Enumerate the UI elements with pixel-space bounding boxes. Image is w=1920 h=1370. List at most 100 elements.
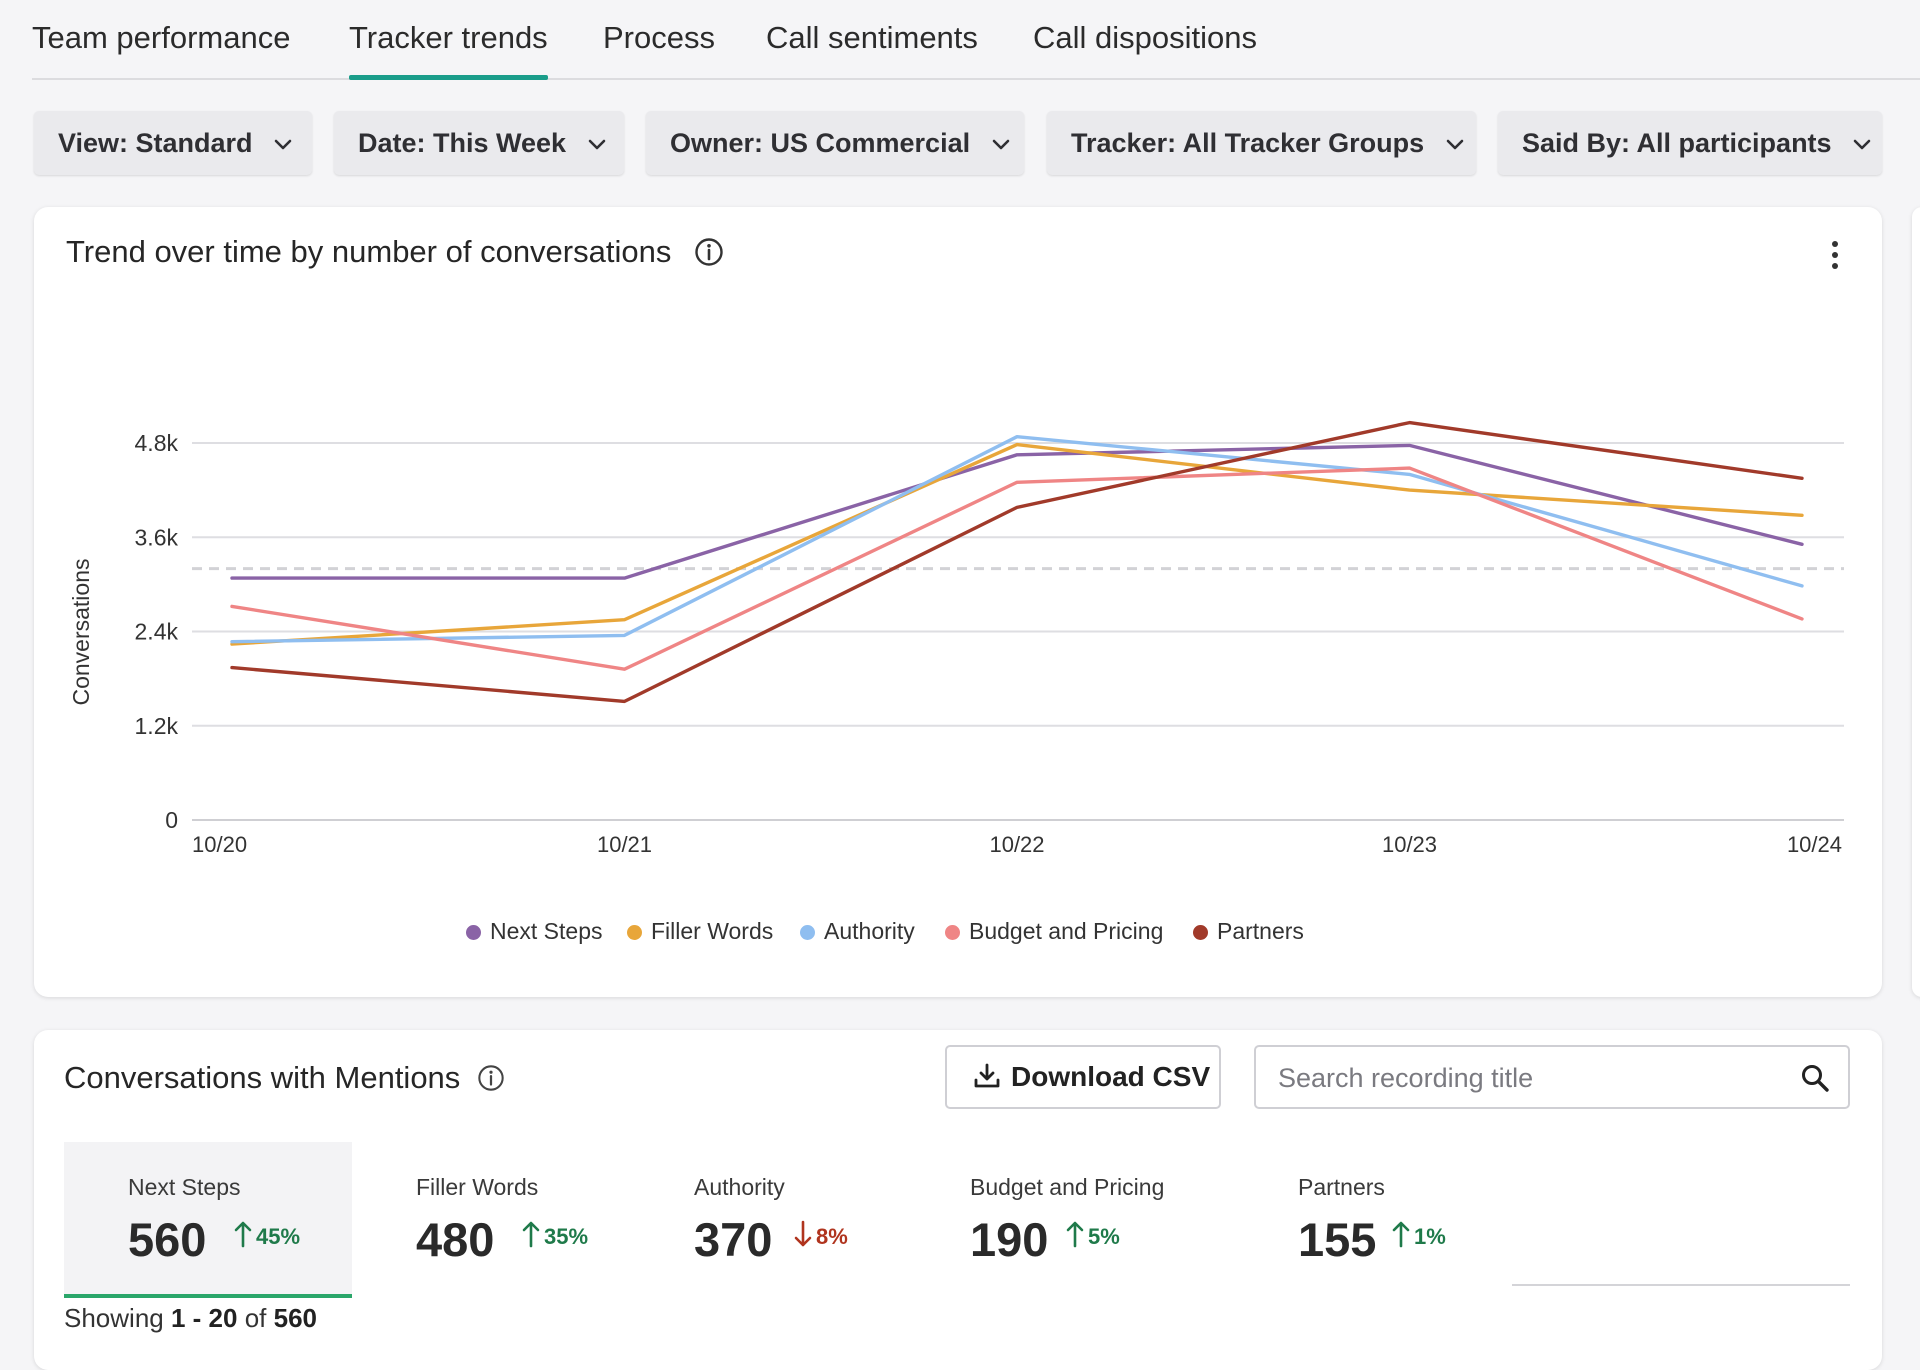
- metric-change: 8%: [794, 1220, 848, 1250]
- tab-call-dispositions[interactable]: Call dispositions: [1033, 20, 1257, 55]
- said-by-filter-label: Said By: All participants: [1522, 128, 1832, 158]
- legend-label: Next Steps: [490, 918, 603, 944]
- x-tick-label: 10/23: [1382, 832, 1437, 857]
- said-by-filter-dropdown[interactable]: Said By: All participants: [1498, 111, 1882, 175]
- legend-item-partners[interactable]: Partners: [1193, 918, 1304, 945]
- y-tick-label: 0: [165, 807, 178, 833]
- legend-label: Partners: [1217, 918, 1304, 944]
- y-tick-label: 1.2k: [135, 713, 179, 739]
- trend-line-chart: 0 1.2k 2.4k 3.6k 4.8k 10/20 10/21 10/22 10/23 10/…: [68, 420, 1844, 857]
- divider: [1512, 1284, 1850, 1286]
- metric-change-value: 1%: [1414, 1224, 1446, 1249]
- trend-chart-title: Trend over time by number of conversatio…: [66, 234, 724, 270]
- metric-value: 190: [970, 1213, 1049, 1266]
- date-filter-dropdown[interactable]: Date: This Week: [334, 111, 624, 175]
- pagination-summary: Showing 1 - 20 of 560: [64, 1303, 317, 1334]
- info-icon[interactable]: [694, 237, 724, 267]
- metric-next-steps[interactable]: Next Steps 560 45%: [64, 1142, 352, 1298]
- x-tick-label: 10/20: [192, 832, 247, 857]
- date-filter-label: Date: This Week: [358, 128, 567, 158]
- legend-item-authority[interactable]: Authority: [800, 918, 915, 945]
- arrow-up-icon: [1392, 1221, 1410, 1248]
- metric-change: 45%: [234, 1220, 300, 1250]
- tracker-filter-label: Tracker: All Tracker Groups: [1071, 128, 1425, 158]
- view-filter-label: View: Standard: [58, 128, 253, 158]
- showing-prefix: Showing: [64, 1303, 164, 1333]
- metric-value: 370: [694, 1213, 773, 1266]
- metric-value: 480: [416, 1213, 495, 1266]
- tab-process[interactable]: Process: [603, 20, 715, 55]
- legend-label: Filler Words: [651, 918, 774, 944]
- adjacent-card-edge: [1912, 207, 1920, 997]
- series-line-partners: [230, 420, 1804, 704]
- mentions-title-text: Conversations with Mentions: [64, 1060, 461, 1095]
- metric-name: Budget and Pricing: [970, 1174, 1165, 1200]
- y-tick-label: 2.4k: [135, 619, 179, 645]
- legend-dot: [1193, 925, 1208, 940]
- legend-dot: [627, 925, 642, 940]
- legend-label: Budget and Pricing: [969, 918, 1164, 944]
- tab-call-sentiments[interactable]: Call sentiments: [766, 20, 978, 55]
- legend-dot: [800, 925, 815, 940]
- search-icon[interactable]: [1800, 1063, 1830, 1093]
- metric-change: 35%: [522, 1220, 588, 1250]
- mentions-title: Conversations with Mentions: [64, 1060, 505, 1096]
- metric-change-value: 8%: [816, 1224, 848, 1249]
- search-recording-field: [1254, 1045, 1850, 1109]
- metric-partners[interactable]: Partners 155 1%: [1234, 1142, 1504, 1294]
- tab-team-performance[interactable]: Team performance: [32, 20, 291, 55]
- metric-change-value: 5%: [1088, 1224, 1120, 1249]
- arrow-down-icon: [794, 1220, 812, 1247]
- series-line-budget-and-pricing: [230, 466, 1804, 671]
- metric-name: Filler Words: [416, 1174, 539, 1200]
- trend-chart-title-text: Trend over time by number of conversatio…: [66, 234, 672, 269]
- legend-label: Authority: [824, 918, 915, 944]
- download-csv-label: Download CSV: [1011, 1061, 1211, 1092]
- metric-authority[interactable]: Authority 370 8%: [630, 1142, 900, 1294]
- legend-item-budget-and-pricing[interactable]: Budget and Pricing: [945, 918, 1163, 945]
- metric-value: 560: [128, 1213, 207, 1266]
- trend-chart-card: [34, 207, 1882, 997]
- showing-range: 1 - 20: [170, 1303, 238, 1333]
- series-line-authority: [230, 434, 1804, 644]
- x-tick-label: 10/21: [597, 832, 652, 857]
- metric-name: Partners: [1298, 1174, 1385, 1200]
- chevron-down-icon: [588, 139, 605, 150]
- x-tick-label: 10/22: [989, 832, 1044, 857]
- metric-change-value: 45%: [256, 1224, 301, 1249]
- metric-budget-and-pricing[interactable]: Budget and Pricing 190 5%: [906, 1142, 1226, 1294]
- chevron-down-icon: [1853, 139, 1871, 150]
- chevron-down-icon: [1446, 139, 1463, 150]
- metric-name: Next Steps: [128, 1174, 241, 1200]
- y-tick-label: 4.8k: [135, 430, 179, 456]
- view-filter-dropdown[interactable]: View: Standard: [34, 111, 312, 175]
- info-icon[interactable]: [477, 1064, 505, 1092]
- showing-total: 560: [273, 1303, 318, 1333]
- showing-of: of: [244, 1303, 267, 1333]
- legend-item-filler-words[interactable]: Filler Words: [627, 918, 773, 945]
- metric-value: 155: [1298, 1213, 1377, 1266]
- legend-dot: [466, 925, 481, 940]
- more-options-icon[interactable]: [1824, 240, 1846, 270]
- tracker-filter-dropdown[interactable]: Tracker: All Tracker Groups: [1047, 111, 1476, 175]
- search-input[interactable]: [1276, 1055, 1780, 1101]
- download-csv-button[interactable]: Download CSV: [945, 1045, 1221, 1109]
- metric-change: 1%: [1392, 1220, 1446, 1250]
- tab-bar: Team performance Tracker trends Process …: [32, 0, 1920, 80]
- x-tick-label: 10/24: [1787, 832, 1842, 857]
- owner-filter-label: Owner: US Commercial: [670, 128, 971, 158]
- y-tick-label: 3.6k: [135, 524, 179, 550]
- arrow-up-icon: [1066, 1221, 1084, 1248]
- metric-filler-words[interactable]: Filler Words 480 35%: [352, 1142, 622, 1294]
- legend-item-next-steps[interactable]: Next Steps: [466, 918, 603, 945]
- y-axis-label: Conversations: [68, 558, 94, 705]
- chevron-down-icon: [992, 139, 1009, 150]
- arrow-up-icon: [522, 1221, 540, 1248]
- series-line-filler-words: [230, 442, 1804, 646]
- download-icon: [974, 1063, 1000, 1088]
- owner-filter-dropdown[interactable]: Owner: US Commercial: [646, 111, 1024, 175]
- metric-name: Authority: [694, 1174, 785, 1200]
- tab-tracker-trends[interactable]: Tracker trends: [349, 0, 548, 80]
- series-line-next-steps: [230, 443, 1804, 580]
- legend-dot: [945, 925, 960, 940]
